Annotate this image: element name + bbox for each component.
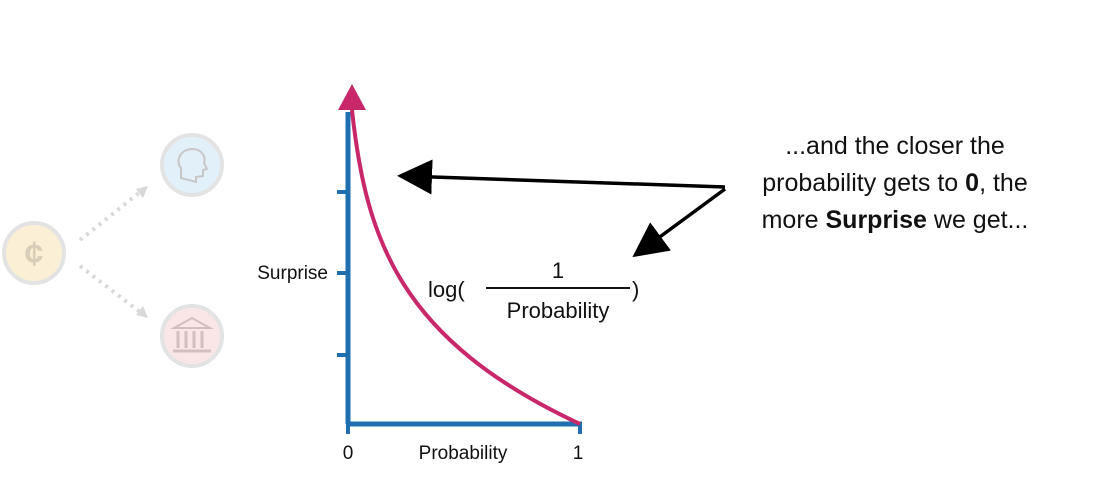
coin-icon: ¢ xyxy=(2,221,66,285)
x-axis-label: Probability xyxy=(419,443,508,464)
bank-icon xyxy=(160,304,224,368)
dotted-arrow-up xyxy=(78,186,148,242)
formula: log( 1 Probability ) xyxy=(428,258,639,323)
callout-line-3: more Surprise we get... xyxy=(761,206,1029,234)
surprise-curve xyxy=(350,109,581,426)
surprise-curve-arrowhead xyxy=(338,84,366,110)
formula-denominator: Probability xyxy=(507,298,610,323)
callout-text: ...and the closer the probability gets t… xyxy=(730,128,1060,239)
svg-text:¢: ¢ xyxy=(25,235,44,273)
callout-line-2: probability gets to 0, the xyxy=(762,169,1028,197)
faded-background-icons: ¢ xyxy=(2,133,224,368)
arrow-to-curve xyxy=(397,159,726,195)
callout-line-1: ...and the closer the xyxy=(785,132,1005,160)
formula-prefix: log( xyxy=(428,277,465,302)
dotted-arrow-down xyxy=(78,264,148,318)
x-tick-label-1: 1 xyxy=(573,443,584,464)
formula-suffix: ) xyxy=(632,277,639,302)
y-axis-label: Surprise xyxy=(257,263,328,284)
graph-axes xyxy=(337,112,582,434)
head-icon xyxy=(160,133,224,197)
x-tick-label-0: 0 xyxy=(343,443,354,464)
arrow-to-formula xyxy=(632,187,727,258)
callout-arrows xyxy=(397,159,727,258)
formula-numerator: 1 xyxy=(552,258,564,283)
